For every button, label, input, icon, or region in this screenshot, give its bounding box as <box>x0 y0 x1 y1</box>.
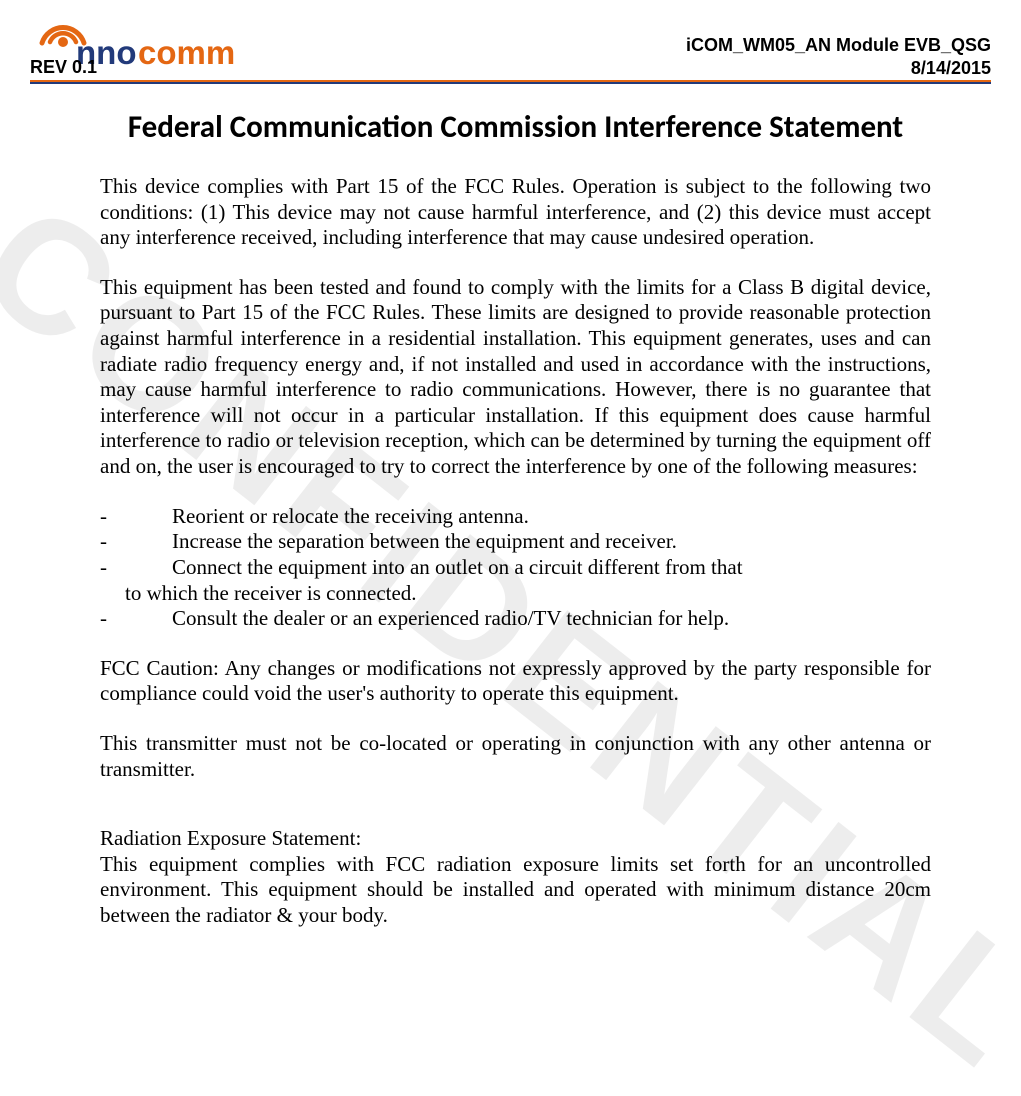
paragraph-3: FCC Caution: Any changes or modification… <box>100 656 931 707</box>
list-item: - Reorient or relocate the receiving ant… <box>100 504 931 530</box>
list-item: - Increase the separation between the eq… <box>100 529 931 555</box>
paragraph-4: This transmitter must not be co-located … <box>100 731 931 782</box>
header-rule <box>30 80 991 84</box>
paragraph-2: This equipment has been tested and found… <box>100 275 931 480</box>
list-item: - Connect the equipment into an outlet o… <box>100 555 931 581</box>
header-right-block: iCOM_WM05_AN Module EVB_QSG 8/14/2015 <box>686 34 991 79</box>
list-item: - Consult the dealer or an experienced r… <box>100 606 931 632</box>
measure-3: Connect the equipment into an outlet on … <box>172 555 931 581</box>
page-container: nno comm iCOM_WM05_AN Module EVB_QSG 8/1… <box>0 0 1021 929</box>
measure-3-continuation: to which the receiver is connected. <box>125 581 931 607</box>
rev-label: REV 0.1 <box>30 57 97 78</box>
paragraph-5: This equipment complies with FCC radiati… <box>100 852 931 929</box>
content-area: Federal Communication Commission Interfe… <box>100 108 931 929</box>
logo-text-comm: comm <box>138 34 235 71</box>
measure-4: Consult the dealer or an experienced rad… <box>172 606 931 632</box>
radiation-heading: Radiation Exposure Statement: <box>100 826 931 852</box>
doc-id: iCOM_WM05_AN Module EVB_QSG <box>686 34 991 57</box>
page-title: Federal Communication Commission Interfe… <box>100 108 931 146</box>
measure-1: Reorient or relocate the receiving anten… <box>172 504 931 530</box>
doc-date: 8/14/2015 <box>686 57 991 80</box>
paragraph-1: This device complies with Part 15 of the… <box>100 174 931 251</box>
measure-2: Increase the separation between the equi… <box>172 529 931 555</box>
measures-list: - Reorient or relocate the receiving ant… <box>100 504 931 632</box>
